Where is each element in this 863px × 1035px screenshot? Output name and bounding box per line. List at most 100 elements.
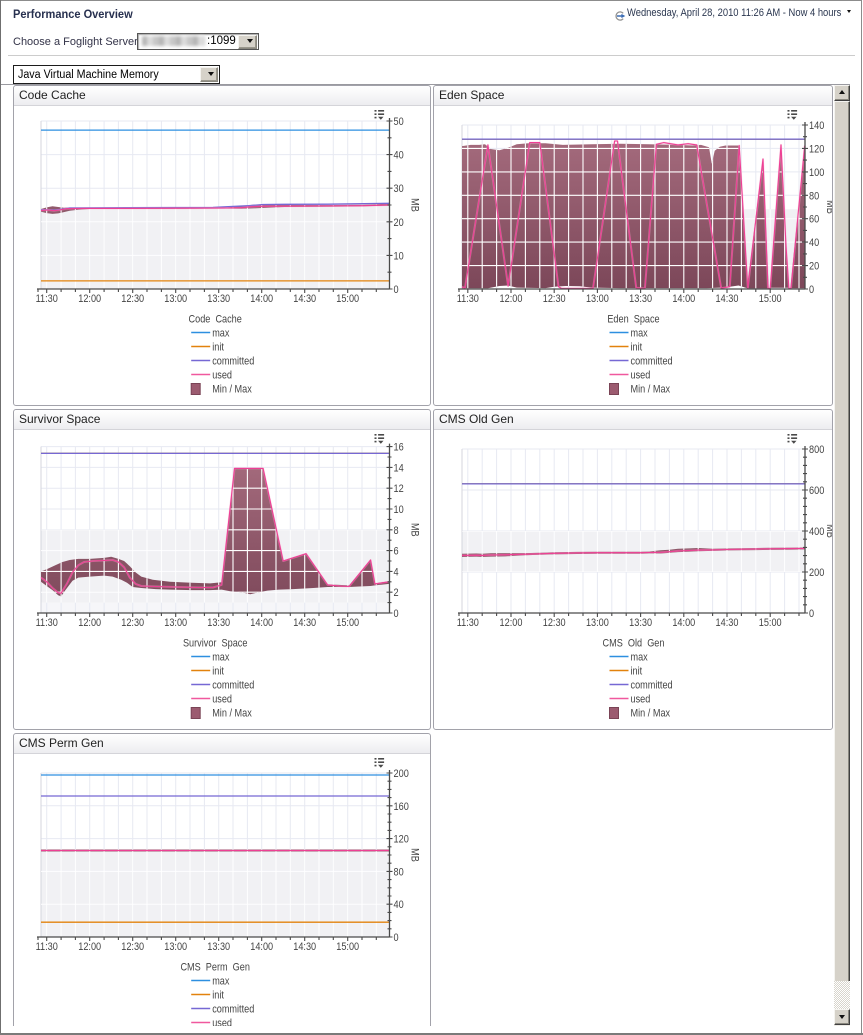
svg-text:40: 40 bbox=[809, 237, 819, 249]
svg-text:0: 0 bbox=[809, 284, 814, 296]
svg-text:16: 16 bbox=[394, 442, 404, 454]
svg-text:20: 20 bbox=[809, 261, 819, 273]
svg-text:13:30: 13:30 bbox=[629, 293, 652, 305]
svg-text:14:00: 14:00 bbox=[672, 617, 695, 629]
svg-text:12:30: 12:30 bbox=[543, 617, 566, 629]
svg-text:800: 800 bbox=[809, 444, 824, 456]
svg-text:Min / Max: Min / Max bbox=[631, 708, 671, 720]
svg-text:init: init bbox=[212, 990, 224, 1002]
svg-text:committed: committed bbox=[212, 1004, 254, 1016]
svg-text:0: 0 bbox=[809, 608, 814, 620]
svg-text:14:00: 14:00 bbox=[250, 617, 273, 629]
svg-text:Survivor Space: Survivor Space bbox=[183, 638, 248, 650]
svg-text:14:00: 14:00 bbox=[250, 941, 273, 953]
svg-text:15:00: 15:00 bbox=[759, 293, 782, 305]
svg-text:11:30: 11:30 bbox=[36, 941, 58, 953]
svg-text:20: 20 bbox=[394, 217, 404, 229]
svg-text:14:00: 14:00 bbox=[672, 293, 695, 305]
svg-text:4: 4 bbox=[394, 566, 399, 578]
svg-text:used: used bbox=[212, 370, 232, 382]
svg-text:15:00: 15:00 bbox=[336, 293, 359, 305]
svg-text:0: 0 bbox=[394, 608, 399, 620]
svg-text:60: 60 bbox=[809, 214, 819, 226]
svg-text:committed: committed bbox=[212, 356, 254, 368]
svg-text:14: 14 bbox=[394, 462, 404, 474]
svg-text:200: 200 bbox=[394, 768, 409, 780]
svg-text:13:30: 13:30 bbox=[207, 617, 230, 629]
svg-text:200: 200 bbox=[809, 567, 824, 579]
svg-text:12:30: 12:30 bbox=[543, 293, 566, 305]
svg-text:13:30: 13:30 bbox=[629, 617, 652, 629]
svg-text:50: 50 bbox=[394, 116, 404, 128]
svg-text:CMS Perm Gen: CMS Perm Gen bbox=[180, 962, 250, 974]
svg-text:120: 120 bbox=[809, 143, 824, 155]
svg-text:MB: MB bbox=[409, 523, 421, 537]
svg-text:13:00: 13:00 bbox=[586, 617, 609, 629]
svg-text:15:00: 15:00 bbox=[336, 617, 359, 629]
svg-text:0: 0 bbox=[394, 932, 399, 944]
svg-text:MB: MB bbox=[824, 524, 833, 538]
svg-text:15:00: 15:00 bbox=[336, 941, 359, 953]
svg-text:10: 10 bbox=[394, 250, 404, 262]
svg-text:13:00: 13:00 bbox=[586, 293, 609, 305]
svg-text:11:30: 11:30 bbox=[457, 617, 479, 629]
svg-text:6: 6 bbox=[394, 546, 399, 558]
svg-text:init: init bbox=[631, 666, 643, 678]
svg-text:120: 120 bbox=[394, 834, 409, 846]
svg-text:12:00: 12:00 bbox=[78, 617, 101, 629]
svg-text:0: 0 bbox=[394, 284, 399, 296]
svg-text:MB: MB bbox=[824, 200, 833, 214]
svg-text:12:30: 12:30 bbox=[121, 941, 144, 953]
svg-text:used: used bbox=[212, 694, 232, 706]
svg-text:8: 8 bbox=[394, 525, 399, 537]
svg-text:600: 600 bbox=[809, 485, 824, 497]
svg-text:Code Cache: Code Cache bbox=[189, 314, 242, 326]
svg-text:140: 140 bbox=[809, 120, 824, 132]
svg-text:14:30: 14:30 bbox=[293, 293, 316, 305]
svg-text:12:00: 12:00 bbox=[78, 293, 101, 305]
svg-text:12:00: 12:00 bbox=[500, 617, 523, 629]
svg-text:CMS Old Gen: CMS Old Gen bbox=[603, 638, 665, 650]
svg-text:13:30: 13:30 bbox=[207, 293, 230, 305]
svg-text:2: 2 bbox=[394, 587, 399, 599]
svg-text:12:30: 12:30 bbox=[121, 617, 144, 629]
svg-text:80: 80 bbox=[809, 190, 819, 202]
svg-text:init: init bbox=[212, 342, 224, 354]
svg-text:Eden Space: Eden Space bbox=[607, 314, 659, 326]
svg-text:init: init bbox=[631, 342, 643, 354]
svg-text:13:00: 13:00 bbox=[164, 293, 187, 305]
svg-text:100: 100 bbox=[809, 167, 824, 179]
svg-text:11:30: 11:30 bbox=[457, 293, 479, 305]
svg-text:max: max bbox=[631, 328, 649, 340]
svg-text:committed: committed bbox=[631, 356, 673, 368]
svg-text:13:00: 13:00 bbox=[164, 941, 187, 953]
svg-text:13:00: 13:00 bbox=[164, 617, 187, 629]
svg-text:40: 40 bbox=[394, 150, 404, 162]
svg-text:14:30: 14:30 bbox=[716, 293, 739, 305]
svg-text:40: 40 bbox=[394, 899, 404, 911]
svg-text:12:00: 12:00 bbox=[500, 293, 523, 305]
svg-text:12:30: 12:30 bbox=[121, 293, 144, 305]
svg-text:max: max bbox=[212, 328, 230, 340]
svg-text:Min / Max: Min / Max bbox=[631, 384, 671, 396]
svg-text:13:30: 13:30 bbox=[207, 941, 230, 953]
svg-text:14:30: 14:30 bbox=[293, 941, 316, 953]
svg-text:committed: committed bbox=[212, 680, 254, 692]
svg-text:14:30: 14:30 bbox=[716, 617, 739, 629]
svg-text:30: 30 bbox=[394, 183, 404, 195]
svg-text:15:00: 15:00 bbox=[759, 617, 782, 629]
svg-text:init: init bbox=[212, 666, 224, 678]
svg-text:80: 80 bbox=[394, 866, 404, 878]
svg-text:max: max bbox=[212, 976, 230, 988]
svg-text:12:00: 12:00 bbox=[78, 941, 101, 953]
svg-text:used: used bbox=[631, 694, 651, 706]
svg-text:14:00: 14:00 bbox=[250, 293, 273, 305]
svg-text:max: max bbox=[631, 652, 649, 664]
svg-text:14:30: 14:30 bbox=[293, 617, 316, 629]
svg-text:MB: MB bbox=[409, 198, 421, 212]
svg-text:MB: MB bbox=[409, 848, 421, 862]
svg-text:11:30: 11:30 bbox=[36, 617, 58, 629]
svg-text:Min / Max: Min / Max bbox=[212, 384, 252, 396]
svg-text:used: used bbox=[631, 370, 651, 382]
svg-text:11:30: 11:30 bbox=[36, 293, 58, 305]
